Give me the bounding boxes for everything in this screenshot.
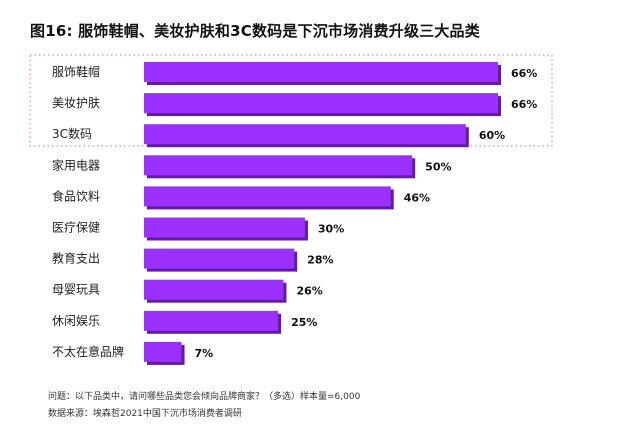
value-label: 28% <box>307 254 333 267</box>
category-label: 母婴玩具 <box>52 283 100 297</box>
value-label: 66% <box>511 98 537 111</box>
bar-3 <box>144 155 413 176</box>
category-label: 食品饮料 <box>52 188 100 203</box>
bar-0 <box>144 62 498 82</box>
value-label: 50% <box>425 160 451 173</box>
value-label: 7% <box>195 347 214 360</box>
value-label: 26% <box>296 285 322 298</box>
question-note: 问题：以下品类中，请问哪些品类您会倾向品牌商家？（多选）样本量=6,000 <box>48 392 361 402</box>
category-label: 教育支出 <box>52 251 100 266</box>
category-label: 医疗保健 <box>52 221 100 235</box>
category-label: 美妆护肤 <box>52 95 100 110</box>
bar-1 <box>144 93 498 114</box>
source-note: 数据来源：埃森哲2021中国下沉市场消费者调研 <box>48 409 242 419</box>
value-label: 25% <box>291 316 317 329</box>
bar-9 <box>144 341 182 362</box>
bar-2 <box>144 124 466 145</box>
bar-8 <box>144 310 279 331</box>
value-label: 60% <box>479 129 505 142</box>
bar-6 <box>144 248 295 269</box>
chart-title: 图16: 服饰鞋帽、美妆护肤和3C数码是下沉市场消费升级三大品类 <box>30 22 480 40</box>
value-label: 66% <box>511 67 537 80</box>
bar-4 <box>144 186 391 207</box>
bar-5 <box>144 217 305 238</box>
value-label: 30% <box>318 223 344 236</box>
category-label: 家用电器 <box>52 157 100 172</box>
category-label: 不太在意品牌 <box>52 344 124 359</box>
bar-7 <box>144 279 284 300</box>
category-label: 3C数码 <box>52 126 92 141</box>
bars-group: 服饰鞋帽 66% 美妆护肤 66% 3C数码 60% 家用电器 50% 食品饮料 46% 医疗保健 3… <box>52 62 537 365</box>
value-label: 46% <box>404 191 430 204</box>
category-label: 休闲娱乐 <box>52 314 100 328</box>
category-label: 服饰鞋帽 <box>52 64 100 79</box>
